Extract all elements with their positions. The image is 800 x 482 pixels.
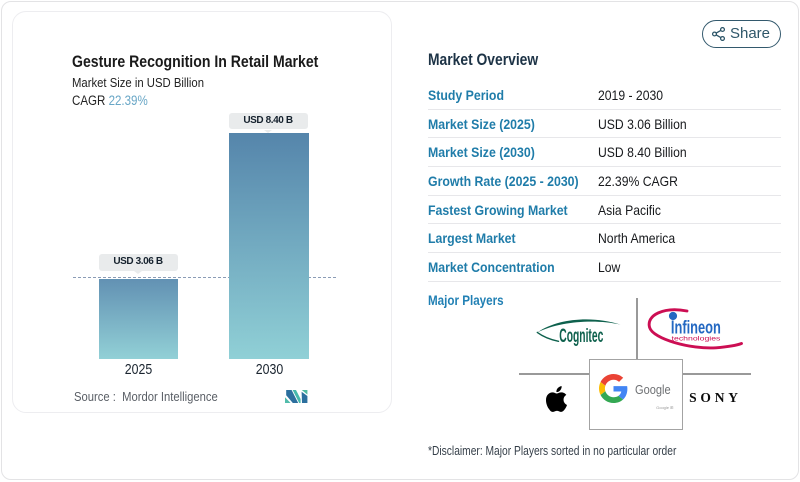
svg-text:technologies: technologies (671, 335, 720, 342)
svg-text:Cognitec: Cognitec (559, 326, 603, 347)
svg-text:Infineon: Infineon (670, 317, 720, 337)
